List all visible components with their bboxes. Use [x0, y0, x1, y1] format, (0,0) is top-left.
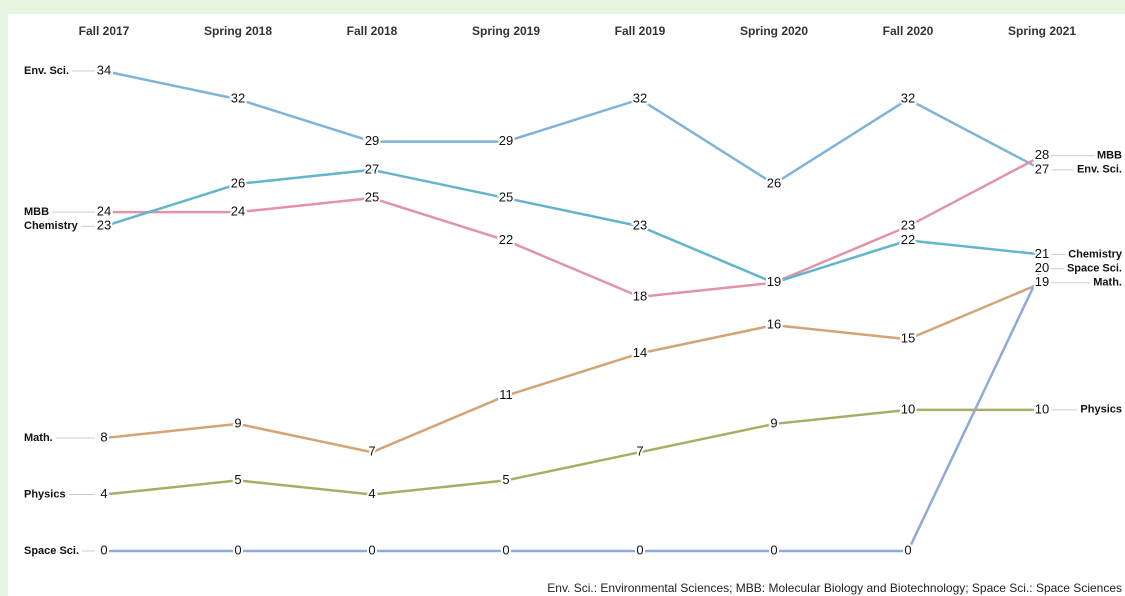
value-label: 19 [767, 274, 781, 289]
x-header: Fall 2020 [883, 24, 934, 38]
series-line [103, 408, 1042, 496]
value-label: 18 [633, 288, 647, 303]
series-name-right: Space Sci. [1067, 263, 1122, 275]
value-label: 19 [1035, 274, 1049, 289]
series-line [103, 281, 1043, 454]
value-label: 25 [365, 189, 379, 204]
conn [52, 70, 1094, 552]
value-label: 5 [502, 472, 509, 487]
value-label: 16 [767, 317, 781, 332]
value-label: 26 [767, 175, 781, 190]
value-label: 32 [231, 91, 245, 106]
value-label: 21 [1035, 246, 1049, 261]
series-name-left: Physics [24, 488, 66, 500]
value-label: 0 [904, 542, 911, 557]
value-label: 15 [901, 331, 915, 346]
value-label: 19 [767, 274, 781, 289]
value-label: 0 [234, 542, 241, 557]
value-label: 25 [499, 189, 513, 204]
value-label: 9 [770, 415, 777, 430]
value-label: 10 [1035, 401, 1049, 416]
series-name-right: Math. [1093, 277, 1122, 289]
value-label: 34 [97, 62, 111, 77]
value-label: 28 [1035, 147, 1049, 162]
series-name-right: Chemistry [1068, 248, 1123, 260]
value-label: 29 [499, 133, 513, 148]
value-label: 24 [231, 204, 245, 219]
value-label: 32 [633, 91, 647, 106]
value-label: 29 [365, 133, 379, 148]
series-line [104, 154, 1043, 299]
value-label: 23 [633, 218, 647, 233]
value-label: 20 [1035, 260, 1049, 275]
value-label: 5 [234, 472, 241, 487]
value-label: 32 [901, 91, 915, 106]
value-label: 7 [636, 444, 643, 459]
value-label: 26 [231, 175, 245, 190]
footnote: Env. Sci.: Environmental Sciences; MBB: … [547, 581, 1122, 595]
series-name-right: MBB [1097, 150, 1122, 162]
series-name-left: Chemistry [24, 220, 79, 232]
value-label: 22 [499, 232, 513, 247]
value-label: 0 [770, 542, 777, 557]
value-label: 14 [633, 345, 647, 360]
lines [103, 69, 1044, 553]
value-label: 0 [502, 542, 509, 557]
series-name-left: Space Sci. [24, 545, 79, 557]
value-label: 27 [365, 161, 379, 176]
value-label: 0 [636, 542, 643, 557]
x-header: Fall 2019 [615, 24, 666, 38]
value-label: 8 [100, 429, 107, 444]
series-name-left: Env. Sci. [24, 65, 69, 77]
value-label: 0 [100, 542, 107, 557]
x-header: Spring 2018 [204, 24, 272, 38]
series-name-right: Env. Sci. [1077, 164, 1122, 176]
x-header: Spring 2020 [740, 24, 808, 38]
x-header: Fall 2017 [79, 24, 130, 38]
value-label: 23 [901, 218, 915, 233]
value-label: 23 [97, 218, 111, 233]
value-label: 4 [368, 486, 375, 501]
value-label: 9 [234, 415, 241, 430]
series-name-left: MBB [24, 206, 49, 218]
series-line [103, 69, 1043, 186]
x-header: Spring 2021 [1008, 24, 1076, 38]
labels: Fall 2017 Spring 2018 Fall 2018 Spring 2019… [24, 24, 1123, 559]
panel [8, 14, 1125, 596]
series-name-right: Physics [1080, 404, 1122, 416]
series-line [103, 168, 1043, 285]
x-header: Fall 2018 [347, 24, 398, 38]
x-header: Spring 2019 [472, 24, 540, 38]
series-name-left: Math. [24, 432, 53, 444]
value-label: 7 [368, 444, 375, 459]
value-label: 0 [368, 542, 375, 557]
value-label: 10 [901, 401, 915, 416]
value-label: 24 [97, 204, 111, 219]
value-label: 4 [100, 486, 107, 501]
value-label: 27 [1035, 161, 1049, 176]
series-line [104, 268, 1044, 553]
value-label: 11 [499, 387, 513, 402]
value-label: 22 [901, 232, 915, 247]
